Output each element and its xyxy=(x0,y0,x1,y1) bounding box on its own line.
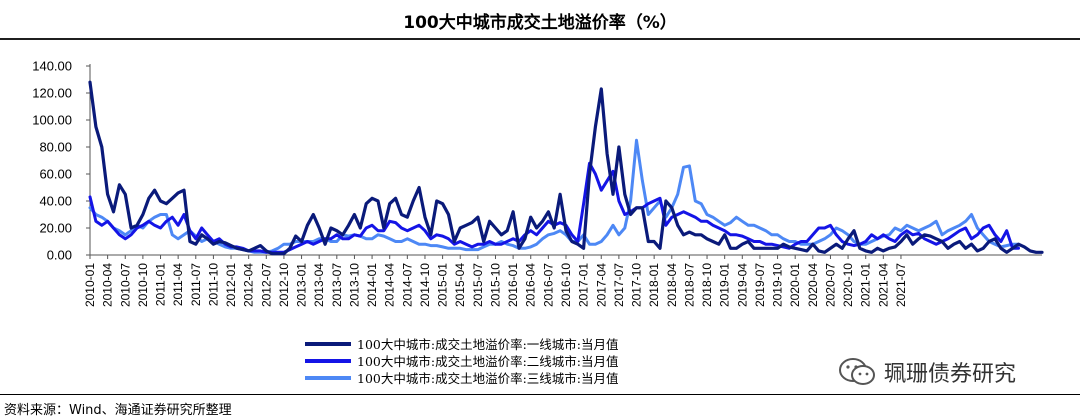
x-tick-label: 2010-01 xyxy=(83,263,97,307)
x-tick-label: 2020-01 xyxy=(788,263,802,307)
legend-item-second-tier: 100大中城市:成交土地溢价率:二线城市:当月值 xyxy=(305,352,619,369)
x-tick-label: 2012-07 xyxy=(259,263,273,307)
x-tick-label: 2019-07 xyxy=(753,263,767,307)
series-line-second-tier xyxy=(88,161,1020,254)
x-tick-label: 2014-07 xyxy=(400,263,414,307)
chart-title: 100大中城市成交土地溢价率（%） xyxy=(403,13,677,33)
x-tick-label: 2021-01 xyxy=(859,263,873,307)
y-tick-label: 140.00 xyxy=(32,59,72,74)
x-tick-label: 2014-10 xyxy=(418,263,432,307)
series-line-third-tier xyxy=(88,138,1020,254)
y-tick-label: 120.00 xyxy=(32,86,72,101)
x-tick-label: 2013-07 xyxy=(330,263,344,307)
x-tick-label: 2017-10 xyxy=(630,263,644,307)
x-tick-label: 2016-01 xyxy=(506,263,520,307)
legend-item-first-tier: 100大中城市:成交土地溢价率:一线城市:当月值 xyxy=(305,335,619,352)
x-tick-label: 2020-10 xyxy=(841,263,855,307)
x-tick-label: 2013-04 xyxy=(312,263,326,307)
x-tick-label: 2021-04 xyxy=(876,263,890,307)
x-tick-label: 2020-04 xyxy=(806,263,820,307)
legend-swatch-second-tier xyxy=(305,358,351,363)
x-tick-label: 2014-01 xyxy=(365,263,379,307)
x-tick-label: 2010-07 xyxy=(118,263,132,307)
legend-label-first-tier: 100大中城市:成交土地溢价率:一线城市:当月值 xyxy=(357,337,619,352)
x-tick-label: 2013-10 xyxy=(347,263,361,307)
y-tick-label: 40.00 xyxy=(39,194,72,209)
x-tick-label: 2019-01 xyxy=(718,263,732,307)
x-tick-label: 2018-04 xyxy=(665,263,679,307)
x-tick-label: 2016-07 xyxy=(541,263,555,307)
source-note: 资料来源：Wind、海通证券研究所整理 xyxy=(4,403,232,418)
x-tick-label: 2021-07 xyxy=(894,263,908,307)
legend-item-third-tier: 100大中城市:成交土地溢价率:三线城市:当月值 xyxy=(305,369,619,386)
x-tick-label: 2012-10 xyxy=(277,263,291,307)
x-tick-label: 2011-07 xyxy=(189,263,203,306)
y-tick-label: 0.00 xyxy=(47,248,72,263)
legend-label-second-tier: 100大中城市:成交土地溢价率:二线城市:当月值 xyxy=(357,354,619,369)
x-tick-label: 2017-01 xyxy=(577,263,591,307)
x-tick-label: 2018-10 xyxy=(700,263,714,307)
x-tick-label: 2018-07 xyxy=(682,263,696,307)
x-tick-label: 2013-01 xyxy=(295,263,309,307)
x-tick-label: 2020-07 xyxy=(823,263,837,307)
x-tick-label: 2012-01 xyxy=(224,263,238,307)
x-tick-label: 2010-04 xyxy=(101,263,115,307)
chart-legend: 100大中城市:成交土地溢价率:一线城市:当月值 100大中城市:成交土地溢价率… xyxy=(305,335,619,386)
x-tick-label: 2016-10 xyxy=(559,263,573,307)
legend-swatch-first-tier xyxy=(305,341,351,346)
y-tick-label: 20.00 xyxy=(39,221,72,236)
x-tick-label: 2015-10 xyxy=(488,263,502,307)
legend-label-third-tier: 100大中城市:成交土地溢价率:三线城市:当月值 xyxy=(357,371,619,386)
y-tick-label: 60.00 xyxy=(39,167,72,182)
y-tick-label: 100.00 xyxy=(32,113,72,128)
series-line-first-tier xyxy=(88,80,1044,256)
x-tick-label: 2015-04 xyxy=(453,263,467,307)
wechat-icon xyxy=(839,358,875,385)
x-tick-label: 2019-04 xyxy=(735,263,749,307)
x-tick-label: 2010-10 xyxy=(136,263,150,307)
x-tick-label: 2019-10 xyxy=(771,263,785,307)
x-tick-label: 2011-10 xyxy=(206,263,220,306)
y-tick-label: 80.00 xyxy=(39,140,72,155)
source-divider xyxy=(0,394,1080,395)
x-tick-label: 2011-04 xyxy=(171,263,185,306)
x-tick-label: 2018-01 xyxy=(647,263,661,307)
legend-swatch-third-tier xyxy=(305,375,351,380)
x-tick-label: 2017-07 xyxy=(612,263,626,307)
x-tick-label: 2014-04 xyxy=(383,263,397,307)
watermark-text: 珮珊债券研究 xyxy=(884,362,1017,387)
line-chart: 0.00 20.00 40.00 60.00 80.00 100.00 120.00 140.… xyxy=(32,59,1044,307)
watermark: 珮珊债券研究 xyxy=(838,356,1016,388)
x-tick-label: 2016-04 xyxy=(524,263,538,307)
x-tick-label: 2011-01 xyxy=(154,263,168,306)
title-divider xyxy=(0,38,1080,40)
x-tick-label: 2015-01 xyxy=(436,263,450,307)
x-tick-label: 2015-07 xyxy=(471,263,485,307)
x-tick-label: 2017-04 xyxy=(594,263,608,307)
x-tick-label: 2012-04 xyxy=(242,263,256,307)
